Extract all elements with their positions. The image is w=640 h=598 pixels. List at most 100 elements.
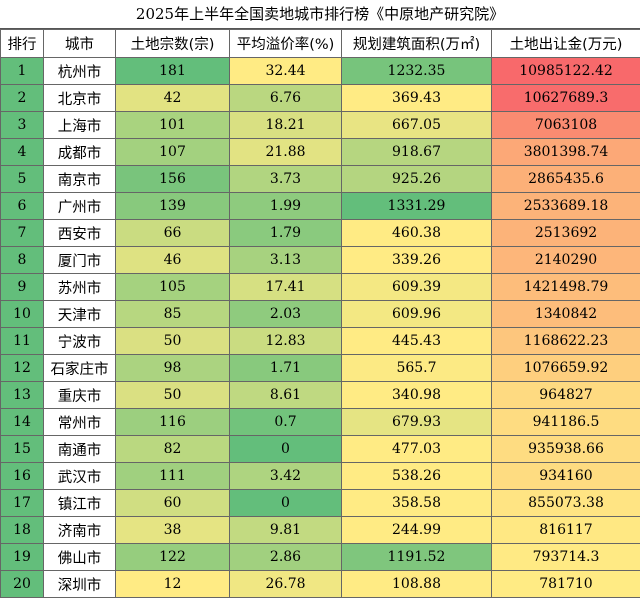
revenue-cell: 1340842 [492,301,640,328]
premium-cell: 9.81 [230,517,342,544]
rank-cell: 2 [1,85,44,112]
parcels-cell: 98 [116,355,230,382]
revenue-cell: 1421498.79 [492,274,640,301]
area-cell: 925.26 [342,166,492,193]
premium-cell: 8.61 [230,382,342,409]
premium-cell: 32.44 [230,58,342,85]
parcels-cell: 66 [116,220,230,247]
rank-cell: 3 [1,112,44,139]
parcels-cell: 50 [116,328,230,355]
rank-cell: 10 [1,301,44,328]
revenue-cell: 1168622.23 [492,328,640,355]
city-cell: 杭州市 [44,58,116,85]
revenue-cell: 781710 [492,571,640,598]
revenue-cell: 816117 [492,517,640,544]
city-cell: 深圳市 [44,571,116,598]
parcels-cell: 12 [116,571,230,598]
revenue-cell: 2533689.18 [492,193,640,220]
parcels-cell: 122 [116,544,230,571]
revenue-cell: 7063108 [492,112,640,139]
premium-cell: 0.7 [230,409,342,436]
header-row: 排行 城市 土地宗数(宗) 平均溢价率(%) 规划建筑面积(万㎡) 土地出让金(… [1,30,640,58]
rank-cell: 1 [1,58,44,85]
rank-cell: 13 [1,382,44,409]
rank-cell: 11 [1,328,44,355]
revenue-cell: 793714.3 [492,544,640,571]
header-rank: 排行 [1,30,44,58]
parcels-cell: 101 [116,112,230,139]
area-cell: 244.99 [342,517,492,544]
city-cell: 南通市 [44,436,116,463]
city-cell: 济南市 [44,517,116,544]
city-cell: 厦门市 [44,247,116,274]
city-cell: 苏州市 [44,274,116,301]
parcels-cell: 107 [116,139,230,166]
rank-cell: 18 [1,517,44,544]
revenue-cell: 3801398.74 [492,139,640,166]
parcels-cell: 156 [116,166,230,193]
revenue-cell: 10985122.42 [492,58,640,85]
area-cell: 679.93 [342,409,492,436]
area-cell: 445.43 [342,328,492,355]
city-cell: 天津市 [44,301,116,328]
rank-cell: 12 [1,355,44,382]
parcels-cell: 181 [116,58,230,85]
revenue-cell: 1076659.92 [492,355,640,382]
header-revenue: 土地出让金(万元) [492,30,640,58]
premium-cell: 3.13 [230,247,342,274]
premium-cell: 1.71 [230,355,342,382]
rank-cell: 20 [1,571,44,598]
parcels-cell: 42 [116,85,230,112]
area-cell: 538.26 [342,463,492,490]
area-cell: 609.39 [342,274,492,301]
header-city: 城市 [44,30,116,58]
revenue-cell: 935938.66 [492,436,640,463]
rank-cell: 9 [1,274,44,301]
ranking-table: 排行 城市 土地宗数(宗) 平均溢价率(%) 规划建筑面积(万㎡) 土地出让金(… [0,29,640,598]
premium-cell: 12.83 [230,328,342,355]
city-cell: 上海市 [44,112,116,139]
premium-cell: 3.42 [230,463,342,490]
area-cell: 369.43 [342,85,492,112]
premium-cell: 0 [230,490,342,517]
header-premium: 平均溢价率(%) [230,30,342,58]
parcels-cell: 105 [116,274,230,301]
city-cell: 西安市 [44,220,116,247]
city-cell: 南京市 [44,166,116,193]
revenue-cell: 2513692 [492,220,640,247]
revenue-cell: 855073.38 [492,490,640,517]
city-cell: 武汉市 [44,463,116,490]
area-cell: 460.38 [342,220,492,247]
header-parcels: 土地宗数(宗) [116,30,230,58]
parcels-cell: 85 [116,301,230,328]
parcels-cell: 60 [116,490,230,517]
city-cell: 佛山市 [44,544,116,571]
premium-cell: 26.78 [230,571,342,598]
premium-cell: 21.88 [230,139,342,166]
premium-cell: 1.79 [230,220,342,247]
area-cell: 340.98 [342,382,492,409]
parcels-cell: 46 [116,247,230,274]
rank-cell: 7 [1,220,44,247]
city-cell: 宁波市 [44,328,116,355]
rank-cell: 6 [1,193,44,220]
area-cell: 918.67 [342,139,492,166]
revenue-cell: 2865435.6 [492,166,640,193]
area-cell: 339.26 [342,247,492,274]
rank-cell: 17 [1,490,44,517]
